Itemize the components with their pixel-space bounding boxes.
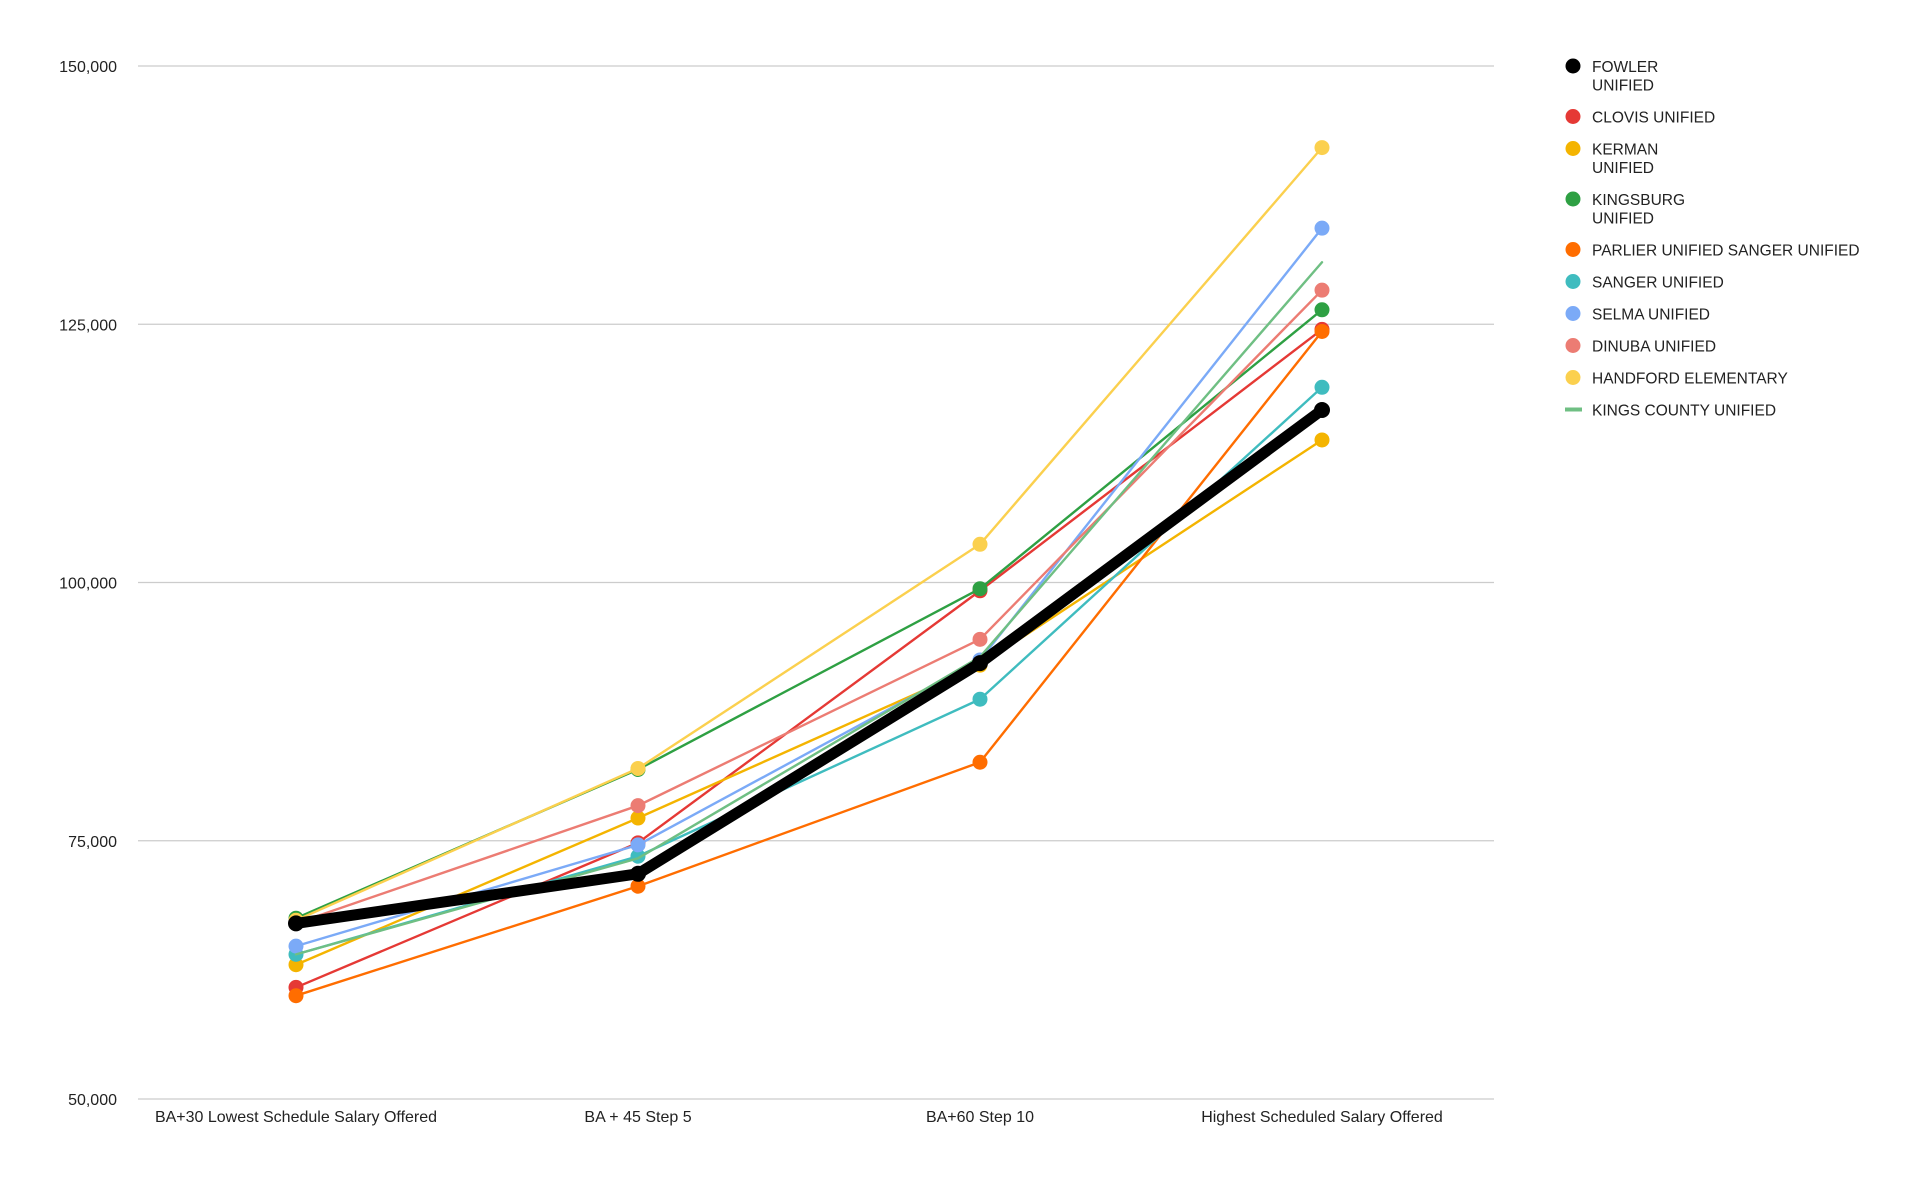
x-tick-label: Highest Scheduled Salary Offered	[1201, 1109, 1443, 1126]
data-point	[1314, 379, 1330, 395]
series-fowler-unified	[288, 401, 1330, 932]
data-point	[1314, 401, 1330, 418]
legend-item: FOWLER UNIFIED	[1565, 58, 1658, 95]
legend-swatch	[1565, 370, 1581, 385]
series-line	[294, 261, 1324, 956]
series-line	[294, 146, 1324, 922]
data-point	[630, 837, 646, 853]
data-point	[972, 691, 988, 707]
data-point	[630, 865, 646, 882]
series-lines	[288, 140, 1330, 1004]
y-tick-label: 150,000	[59, 59, 117, 76]
data-point	[1314, 220, 1330, 236]
legend-label: DINUBA UNIFIED	[1592, 339, 1716, 356]
y-tick-label: 100,000	[59, 576, 117, 593]
data-point	[972, 631, 988, 647]
legend-swatch	[1565, 141, 1581, 156]
series-dinuba-unified	[288, 282, 1330, 931]
x-tick-label: BA+60 Step 10	[926, 1109, 1034, 1126]
legend-label: SELMA UNIFIED	[1592, 307, 1710, 324]
data-point	[288, 988, 304, 1004]
data-point	[972, 581, 988, 597]
data-point	[972, 536, 988, 552]
y-axis-tick-labels: 50,000 75,000 100,000 125,000 150,000	[59, 59, 117, 1109]
series-selma-unified	[288, 220, 1330, 954]
series-line	[294, 288, 1324, 925]
y-tick-label: 125,000	[59, 317, 117, 334]
legend-label: KERMAN	[1592, 142, 1658, 159]
legend-swatch	[1565, 338, 1581, 353]
legend-item: DINUBA UNIFIED	[1565, 338, 1716, 356]
data-point	[288, 957, 304, 973]
legend-item: HANDFORD ELEMENTARY	[1565, 370, 1788, 388]
legend-label: UNIFIED	[1592, 78, 1654, 95]
legend-swatch	[1565, 242, 1581, 257]
legend-label: UNIFIED	[1592, 211, 1654, 228]
series-kingsburg-unified	[288, 302, 1330, 926]
x-tick-label: BA+30 Lowest Schedule Salary Offered	[155, 1109, 437, 1126]
series-line	[294, 328, 1324, 989]
legend-label: FOWLER	[1592, 59, 1658, 76]
data-point	[288, 915, 304, 932]
data-point	[1314, 140, 1330, 156]
series-line	[294, 308, 1324, 920]
x-tick-label: BA + 45 Step 5	[584, 1109, 691, 1126]
series-handford-elementary	[288, 140, 1330, 928]
legend-label: KINGSBURG	[1592, 192, 1685, 209]
legend-swatch	[1565, 274, 1581, 289]
series-clovis-unified	[288, 321, 1330, 995]
data-point	[972, 754, 988, 770]
series-line	[294, 438, 1324, 966]
data-point	[1314, 323, 1330, 339]
legend-swatch	[1565, 306, 1581, 321]
series-line	[294, 226, 1324, 948]
legend-label: UNIFIED	[1592, 160, 1654, 177]
data-point	[1314, 302, 1330, 318]
data-point	[630, 878, 646, 894]
legend-label: SANGER UNIFIED	[1592, 275, 1724, 292]
series-parlier-unified-sanger-unified	[288, 323, 1330, 1004]
legend-item: KINGSBURG UNIFIED	[1565, 191, 1685, 228]
series-line	[294, 330, 1324, 997]
legend-item: KINGS COUNTY UNIFIED	[1565, 403, 1776, 420]
data-point	[1314, 432, 1330, 448]
legend-swatch	[1565, 58, 1581, 74]
data-point	[630, 760, 646, 776]
data-point	[630, 810, 646, 826]
legend-label: CLOVIS UNIFIED	[1592, 110, 1715, 127]
legend-swatch	[1565, 191, 1581, 207]
series-line	[290, 404, 1328, 929]
y-tick-label: 50,000	[68, 1092, 117, 1109]
legend-item: SELMA UNIFIED	[1565, 306, 1710, 324]
legend-swatch	[1565, 407, 1582, 412]
legend-item: CLOVIS UNIFIED	[1565, 109, 1715, 127]
legend-swatch	[1565, 109, 1581, 124]
x-axis-tick-labels: BA+30 Lowest Schedule Salary Offered BA +…	[155, 1109, 1443, 1126]
data-point	[288, 938, 304, 954]
legend-item: PARLIER UNIFIED SANGER UNIFIED	[1565, 242, 1860, 260]
legend-label: HANDFORD ELEMENTARY	[1592, 371, 1788, 388]
legend-item: SANGER UNIFIED	[1565, 274, 1724, 292]
data-point	[972, 655, 988, 672]
data-point	[630, 798, 646, 814]
legend-label: KINGS COUNTY UNIFIED	[1592, 403, 1776, 420]
legend-label: PARLIER UNIFIED SANGER UNIFIED	[1592, 243, 1860, 260]
y-tick-label: 75,000	[68, 834, 117, 851]
series-kings-county-unified	[294, 261, 1324, 956]
data-point	[1314, 282, 1330, 298]
series-sanger-unified	[288, 379, 1330, 962]
